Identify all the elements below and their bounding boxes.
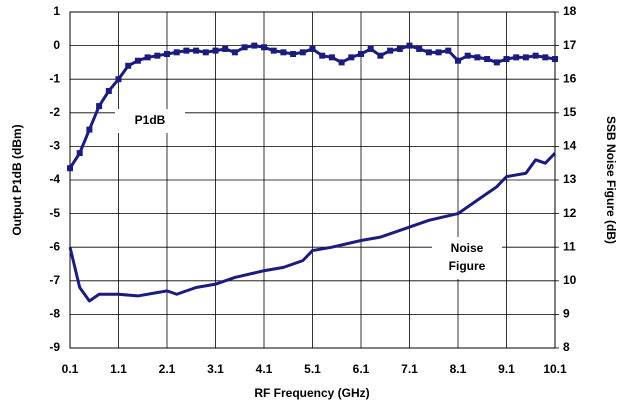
y2-tick-label: 15: [563, 105, 577, 119]
marker: [251, 42, 258, 49]
x-tick-label: 10.1: [543, 362, 567, 376]
y2-tick-label: 8: [563, 340, 570, 354]
y-tick-label: -7: [49, 273, 60, 287]
marker: [338, 59, 345, 66]
annotation-box: [115, 109, 185, 133]
marker: [164, 51, 170, 57]
y2-tick-label: 12: [563, 206, 577, 220]
marker: [348, 54, 355, 61]
y-tick-label: -5: [49, 206, 60, 220]
marker: [319, 52, 326, 59]
marker: [503, 56, 510, 63]
y2-tick-label: 13: [563, 172, 577, 186]
y-tick-label: -9: [49, 340, 60, 354]
y-tick-label: -1: [49, 71, 60, 85]
y2-tick-label: 9: [563, 307, 570, 321]
x-tick-label: 4.1: [256, 362, 273, 376]
marker: [212, 47, 219, 54]
y-tick-label: -4: [49, 172, 60, 186]
marker: [76, 150, 83, 157]
marker: [542, 54, 549, 61]
x-tick-label: 0.1: [62, 362, 79, 376]
marker: [241, 44, 248, 51]
annotation: Noise: [451, 241, 484, 255]
marker: [532, 52, 539, 59]
marker: [261, 44, 267, 51]
y-tick-label: 1: [53, 4, 60, 18]
marker: [552, 56, 558, 63]
y2-tick-label: 10: [563, 273, 577, 287]
marker: [377, 52, 384, 59]
marker: [309, 45, 316, 52]
y-tick-label: -3: [49, 139, 60, 153]
marker: [367, 45, 374, 52]
marker: [96, 103, 103, 110]
marker: [125, 62, 132, 69]
y2-tick-label: 11: [563, 239, 576, 253]
marker: [299, 49, 306, 56]
marker: [328, 54, 335, 61]
y2-tick-label: 17: [563, 38, 577, 52]
marker: [406, 42, 413, 49]
annotation-box: [432, 237, 502, 279]
marker: [522, 54, 529, 61]
marker: [474, 54, 481, 61]
marker: [105, 87, 112, 94]
marker: [115, 76, 122, 83]
x-tick-label: 3.1: [207, 362, 224, 376]
annotation: Figure: [449, 259, 486, 273]
marker: [154, 52, 161, 59]
marker: [183, 47, 190, 54]
marker: [455, 57, 461, 64]
x-tick-label: 5.1: [304, 362, 321, 376]
marker: [270, 47, 277, 54]
marker: [396, 45, 403, 52]
marker: [134, 57, 141, 64]
y-tick-label: -2: [49, 105, 60, 119]
marker: [86, 126, 93, 133]
marker: [387, 47, 394, 54]
marker: [493, 59, 500, 66]
x-tick-label: 2.1: [159, 362, 176, 376]
marker: [464, 52, 471, 59]
marker: [222, 45, 229, 52]
x-tick-label: 8.1: [450, 362, 467, 376]
series-line: [68, 152, 557, 303]
y-axis-title: Output P1dB (dBm): [10, 124, 24, 235]
x-tick-label: 9.1: [498, 362, 515, 376]
marker: [484, 56, 491, 63]
x-axis-title: RF Frequency (GHz): [254, 386, 369, 400]
y2-tick-label: 18: [563, 4, 577, 18]
marker: [67, 165, 73, 172]
y-tick-label: -8: [49, 307, 60, 321]
marker: [358, 51, 364, 57]
marker: [280, 49, 287, 56]
y2-tick-label: 14: [563, 139, 577, 153]
y2-axis-title: SSB Noise Figure (dB): [604, 116, 618, 244]
marker: [193, 47, 200, 54]
marker: [425, 49, 432, 56]
marker: [513, 54, 520, 61]
marker: [290, 51, 297, 57]
marker: [445, 47, 452, 54]
marker: [416, 45, 423, 52]
y-tick-label: -6: [49, 239, 60, 253]
plot-frame: [69, 11, 556, 349]
marker: [231, 49, 238, 56]
marker: [173, 49, 180, 56]
x-tick-label: 7.1: [401, 362, 418, 376]
marker: [144, 54, 151, 61]
y-tick-label: 0: [53, 38, 60, 52]
y2-tick-label: 16: [563, 71, 577, 85]
x-tick-label: 1.1: [110, 362, 127, 376]
marker: [202, 49, 209, 56]
marker: [435, 49, 442, 56]
annotation: P1dB: [135, 113, 166, 127]
x-tick-label: 6.1: [353, 362, 370, 376]
